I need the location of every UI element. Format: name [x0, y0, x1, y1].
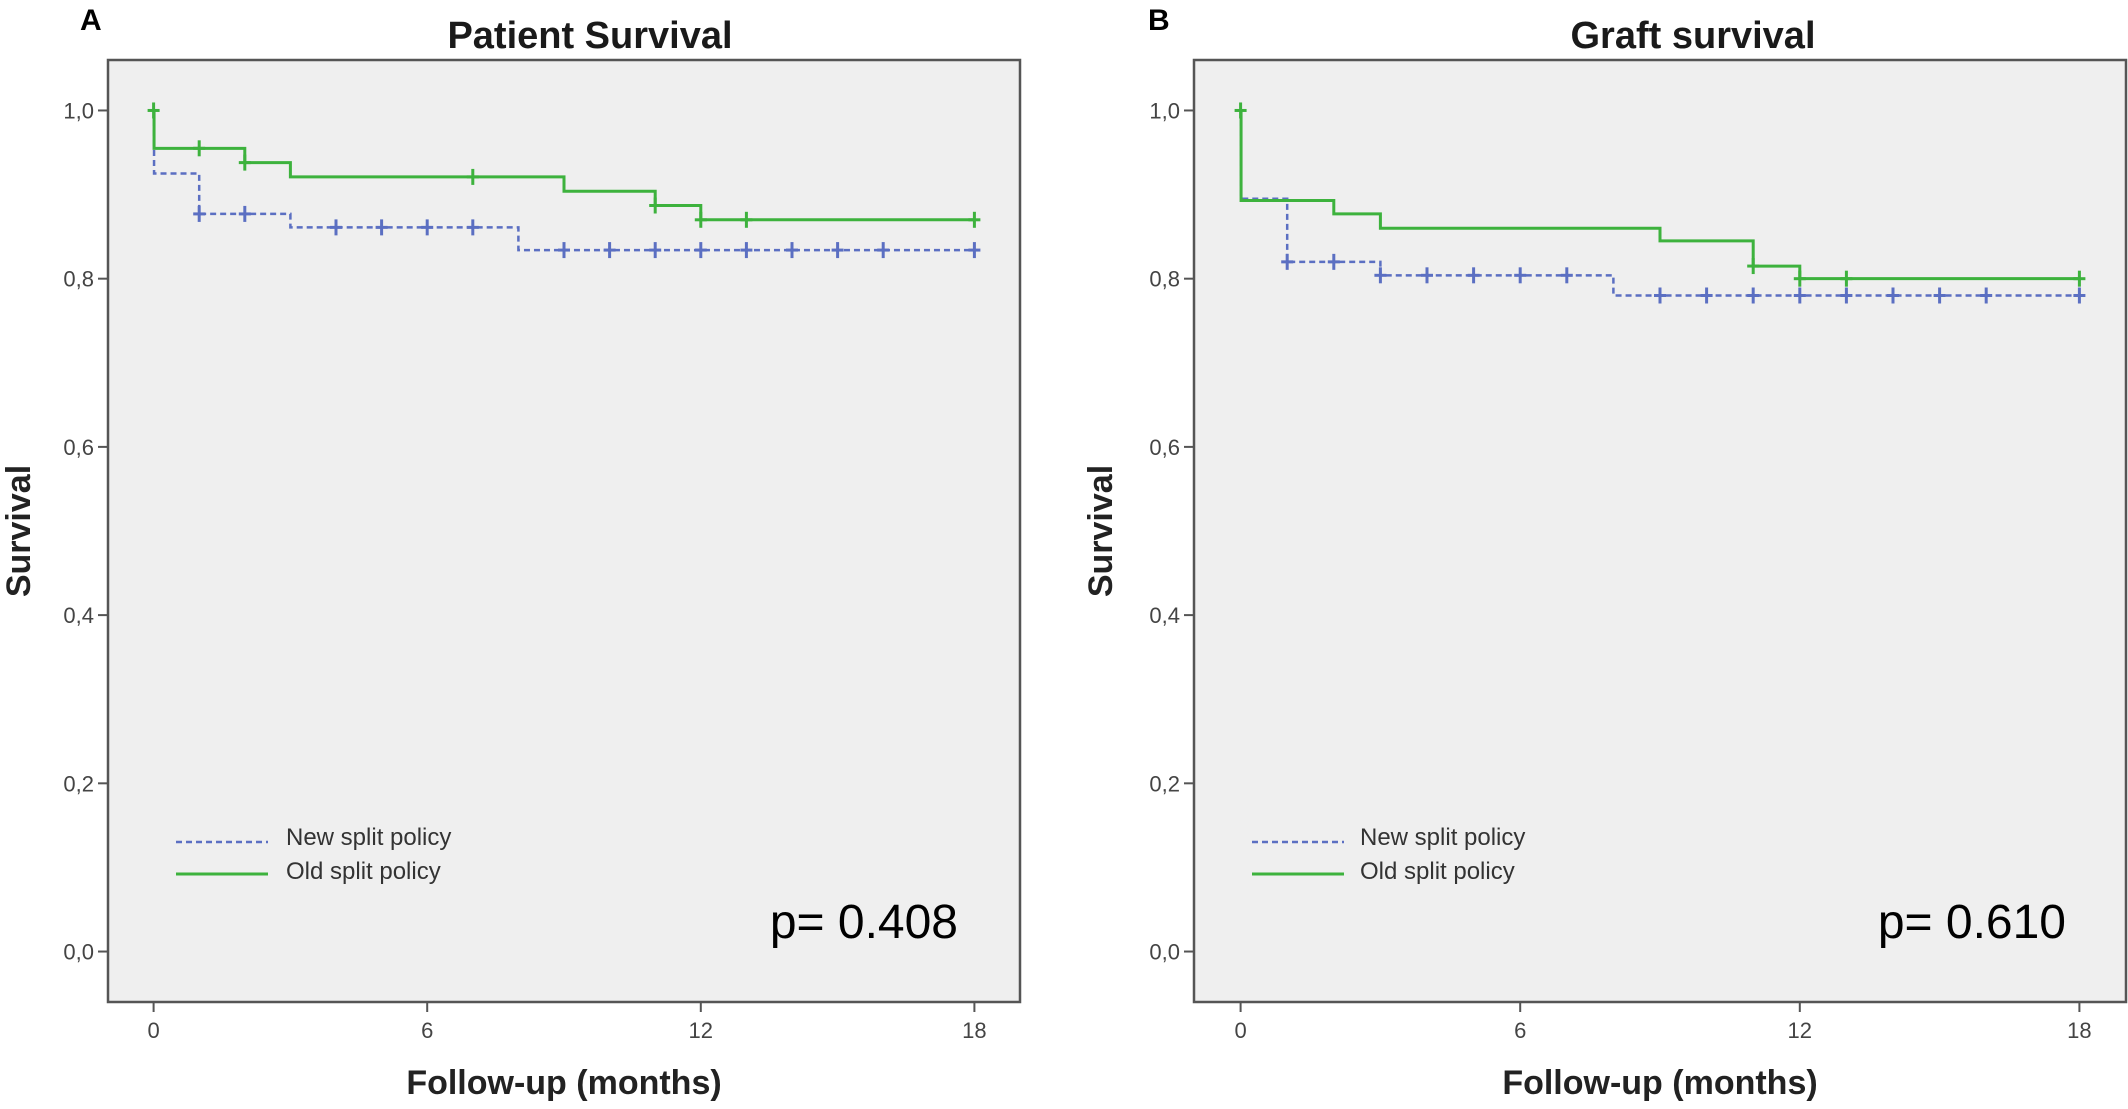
panel-b-y-axis-title: Survival: [1082, 465, 1120, 597]
panel-a: A Patient Survival 0 6 12 18 0,0 0,2 0,4 0,6 0,8…: [0, 4, 1022, 1102]
censor-mark-new-split-policy: [1793, 287, 1806, 304]
panel-b: B Graft survival 0 6 12 18 0,0 0,2 0,4 0,6 0,8 1,…: [1082, 4, 2128, 1102]
y-tick-label: 1,0: [63, 98, 94, 123]
censor-mark-new-split-policy: [193, 205, 206, 222]
panel-a-series: [147, 102, 981, 259]
censor-mark-new-split-policy: [877, 242, 890, 259]
x-tick-label: 6: [1514, 1018, 1526, 1043]
y-tick-label: 0,8: [63, 267, 94, 292]
panel-a-legend-old-label: Old split policy: [286, 858, 441, 885]
x-tick-label: 18: [962, 1018, 986, 1043]
censor-mark-new-split-policy: [786, 242, 798, 259]
x-tick-label: 12: [689, 1018, 713, 1043]
censor-mark-old-split-policy: [238, 154, 251, 171]
censor-mark-new-split-policy: [1840, 287, 1853, 304]
censor-mark-new-split-policy: [649, 242, 662, 259]
censor-mark-old-split-policy: [740, 211, 753, 228]
y-tick-label: 0,2: [63, 771, 94, 796]
censor-mark-old-split-policy: [2073, 270, 2086, 287]
panel-b-x-axis-title: Follow-up (months): [1502, 1064, 1817, 1102]
panel-b-p-value: p= 0.610: [1878, 896, 2066, 949]
censor-mark-old-split-policy: [1234, 102, 1247, 119]
y-tick-label: 0,8: [1149, 267, 1180, 292]
panel-a-legend-new-label: New split policy: [286, 824, 451, 851]
series-line-old-split-policy: [1239, 108, 2080, 281]
panel-a-plot-area: [106, 58, 1022, 1004]
y-tick-label: 0,0: [63, 940, 94, 965]
panel-a-letter: A: [80, 4, 102, 37]
censor-mark-old-split-policy: [1793, 270, 1806, 287]
censor-mark-new-split-policy: [1654, 287, 1666, 304]
x-tick-label: 18: [2067, 1018, 2091, 1043]
x-tick-label: 0: [147, 1018, 159, 1043]
x-tick-label: 0: [1234, 1018, 1246, 1043]
censor-mark-new-split-policy: [421, 219, 434, 236]
censor-mark-new-split-policy: [1281, 253, 1294, 270]
censor-mark-new-split-policy: [1933, 287, 1946, 304]
censor-mark-new-split-policy: [968, 242, 981, 259]
panel-a-legend: New split policy Old split policy: [176, 824, 451, 885]
censor-mark-new-split-policy: [466, 219, 479, 236]
censor-mark-new-split-policy: [330, 219, 342, 236]
censor-mark-new-split-policy: [375, 219, 388, 236]
censor-mark-old-split-policy: [193, 140, 206, 157]
x-tick-label: 12: [1788, 1018, 1812, 1043]
censor-mark-old-split-policy: [1840, 270, 1853, 287]
y-tick-label: 0,0: [1149, 940, 1180, 965]
censor-mark-new-split-policy: [740, 242, 753, 259]
panel-b-legend: New split policy Old split policy: [1252, 824, 1525, 885]
censor-mark-new-split-policy: [1374, 267, 1387, 284]
censor-mark-new-split-policy: [831, 242, 844, 259]
panel-a-title: Patient Survival: [447, 15, 732, 57]
censor-mark-old-split-policy: [968, 211, 981, 228]
y-tick-label: 1,0: [1149, 98, 1180, 123]
censor-mark-new-split-policy: [2073, 287, 2086, 304]
censor-mark-old-split-policy: [466, 168, 479, 185]
censor-mark-new-split-policy: [238, 205, 251, 222]
censor-mark-old-split-policy: [1747, 258, 1760, 275]
censor-mark-new-split-policy: [1747, 287, 1760, 304]
panel-a-ticks: 0 6 12 18 0,0 0,2 0,4 0,6 0,8 1,0: [63, 98, 986, 1043]
y-tick-label: 0,4: [63, 603, 94, 628]
censor-mark-old-split-policy: [147, 102, 160, 119]
panel-a-x-axis-title: Follow-up (months): [406, 1064, 721, 1102]
y-tick-label: 0,6: [63, 435, 94, 460]
panel-b-legend-old-label: Old split policy: [1360, 858, 1515, 885]
y-tick-label: 0,6: [1149, 435, 1180, 460]
panel-b-plot-area: [1192, 58, 2128, 1004]
censor-mark-new-split-policy: [1327, 253, 1340, 270]
panel-b-ticks: 0 6 12 18 0,0 0,2 0,4 0,6 0,8 1,0: [1149, 98, 2091, 1043]
panel-b-title: Graft survival: [1571, 15, 1816, 57]
censor-mark-new-split-policy: [1980, 287, 1993, 304]
y-tick-label: 0,2: [1149, 771, 1180, 796]
panel-b-letter: B: [1148, 4, 1170, 37]
panel-b-series: [1234, 102, 2086, 304]
censor-mark-new-split-policy: [558, 242, 570, 259]
x-tick-label: 6: [421, 1018, 433, 1043]
censor-mark-new-split-policy: [1560, 267, 1573, 284]
panel-a-p-value: p= 0.408: [770, 896, 958, 949]
series-line-old-split-policy: [152, 108, 975, 222]
censor-mark-new-split-policy: [1467, 267, 1480, 284]
panel-a-y-axis-title: Survival: [0, 465, 38, 597]
censor-mark-new-split-policy: [1887, 287, 1899, 304]
censor-mark-new-split-policy: [694, 242, 707, 259]
censor-mark-new-split-policy: [1514, 267, 1527, 284]
y-tick-label: 0,4: [1149, 603, 1180, 628]
censor-mark-new-split-policy: [1421, 267, 1433, 284]
censor-mark-old-split-policy: [694, 211, 707, 228]
panel-b-legend-new-label: New split policy: [1360, 824, 1525, 851]
censor-mark-new-split-policy: [1700, 287, 1713, 304]
censor-mark-new-split-policy: [603, 242, 616, 259]
censor-mark-old-split-policy: [649, 197, 662, 214]
